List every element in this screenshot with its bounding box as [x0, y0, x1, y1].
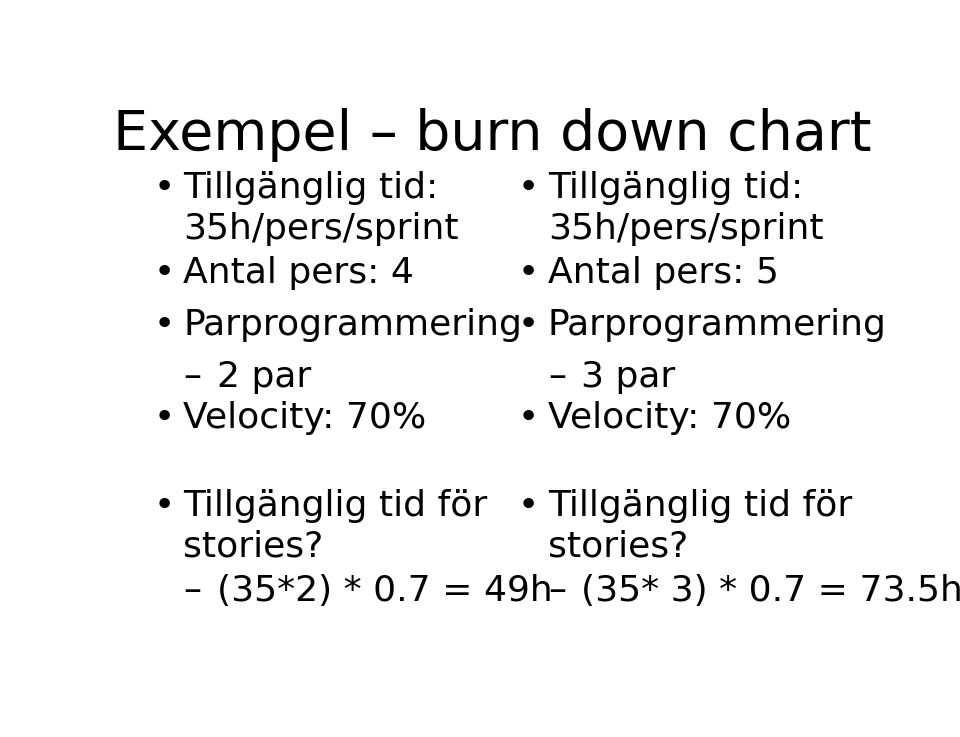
Text: •: •	[518, 401, 540, 435]
Text: Tillgänglig tid för: Tillgänglig tid för	[183, 489, 488, 523]
Text: Velocity: 70%: Velocity: 70%	[183, 401, 426, 435]
Text: stories?: stories?	[183, 529, 324, 563]
Text: •: •	[154, 489, 175, 523]
Text: •: •	[518, 256, 540, 290]
Text: stories?: stories?	[548, 529, 688, 563]
Text: Antal pers: 5: Antal pers: 5	[548, 256, 779, 290]
Text: –: –	[548, 360, 565, 394]
Text: Antal pers: 4: Antal pers: 4	[183, 256, 414, 290]
Text: •: •	[154, 256, 175, 290]
Text: •: •	[518, 171, 540, 205]
Text: Parprogrammering: Parprogrammering	[183, 308, 522, 342]
Text: Tillgänglig tid för: Tillgänglig tid för	[548, 489, 852, 523]
Text: 2 par: 2 par	[217, 360, 311, 394]
Text: Tillgänglig tid:: Tillgänglig tid:	[183, 171, 439, 205]
Text: 35h/pers/sprint: 35h/pers/sprint	[183, 212, 459, 245]
Text: Exempel – burn down chart: Exempel – burn down chart	[112, 108, 872, 162]
Text: Parprogrammering: Parprogrammering	[548, 308, 887, 342]
Text: •: •	[154, 401, 175, 435]
Text: Velocity: 70%: Velocity: 70%	[548, 401, 791, 435]
Text: 3 par: 3 par	[581, 360, 676, 394]
Text: –: –	[183, 360, 202, 394]
Text: Tillgänglig tid:: Tillgänglig tid:	[548, 171, 804, 205]
Text: 35h/pers/sprint: 35h/pers/sprint	[548, 212, 824, 245]
Text: (35*2) * 0.7 = 49h: (35*2) * 0.7 = 49h	[217, 573, 552, 607]
Text: •: •	[154, 171, 175, 205]
Text: •: •	[518, 308, 540, 342]
Text: •: •	[518, 489, 540, 523]
Text: –: –	[183, 573, 202, 607]
Text: –: –	[548, 573, 565, 607]
Text: (35* 3) * 0.7 = 73.5h: (35* 3) * 0.7 = 73.5h	[581, 573, 960, 607]
Text: •: •	[154, 308, 175, 342]
